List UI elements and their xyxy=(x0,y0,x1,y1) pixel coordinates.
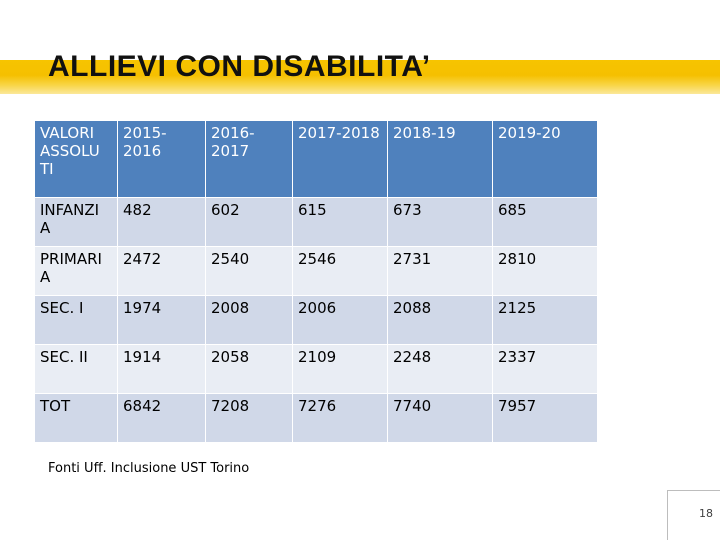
table-row: SEC. I 1974 2008 2006 2088 2125 xyxy=(34,295,598,345)
row-label: TOT xyxy=(34,393,118,443)
table-cell: 2472 xyxy=(117,246,206,296)
table-cell: 7957 xyxy=(492,393,598,443)
column-header: VALORI ASSOLU TI xyxy=(34,120,118,198)
table-cell: 2008 xyxy=(205,295,293,345)
table-cell: 2337 xyxy=(492,344,598,394)
table-cell: 7208 xyxy=(205,393,293,443)
row-label: INFANZI A xyxy=(34,197,118,247)
table-cell: 685 xyxy=(492,197,598,247)
table-cell: 673 xyxy=(387,197,493,247)
table-cell: 615 xyxy=(292,197,388,247)
row-label: PRIMARI A xyxy=(34,246,118,296)
page-number-box: 18 xyxy=(667,490,720,540)
slide-title: ALLIEVI CON DISABILITA’ xyxy=(48,50,431,83)
table-cell: 1914 xyxy=(117,344,206,394)
table-cell: 7276 xyxy=(292,393,388,443)
row-label: SEC. II xyxy=(34,344,118,394)
table-cell: 2006 xyxy=(292,295,388,345)
table-header-row: VALORI ASSOLU TI 2015-2016 2016-2017 201… xyxy=(34,120,598,198)
table-cell: 2058 xyxy=(205,344,293,394)
table-cell: 2125 xyxy=(492,295,598,345)
table-row: SEC. II 1914 2058 2109 2248 2337 xyxy=(34,344,598,394)
column-header: 2017-2018 xyxy=(292,120,388,198)
column-header: 2015-2016 xyxy=(117,120,206,198)
table-cell: 7740 xyxy=(387,393,493,443)
table-cell: 482 xyxy=(117,197,206,247)
row-label: SEC. I xyxy=(34,295,118,345)
source-note: Fonti Uff. Inclusione UST Torino xyxy=(48,461,250,476)
table-cell: 2109 xyxy=(292,344,388,394)
table-cell: 2248 xyxy=(387,344,493,394)
table-cell: 1974 xyxy=(117,295,206,345)
column-header: 2016-2017 xyxy=(205,120,293,198)
column-header: 2019-20 xyxy=(492,120,598,198)
table-row: PRIMARI A 2472 2540 2546 2731 2810 xyxy=(34,246,598,296)
table-cell: 2810 xyxy=(492,246,598,296)
table-row: INFANZI A 482 602 615 673 685 xyxy=(34,197,598,247)
title-accent-band xyxy=(0,60,720,94)
disability-students-table: VALORI ASSOLU TI 2015-2016 2016-2017 201… xyxy=(34,120,598,443)
table-row: TOT 6842 7208 7276 7740 7957 xyxy=(34,393,598,443)
column-header: 2018-19 xyxy=(387,120,493,198)
table-cell: 2546 xyxy=(292,246,388,296)
table-cell: 2088 xyxy=(387,295,493,345)
table-cell: 2540 xyxy=(205,246,293,296)
page-number: 18 xyxy=(699,507,713,520)
table-cell: 6842 xyxy=(117,393,206,443)
table-cell: 602 xyxy=(205,197,293,247)
table-cell: 2731 xyxy=(387,246,493,296)
